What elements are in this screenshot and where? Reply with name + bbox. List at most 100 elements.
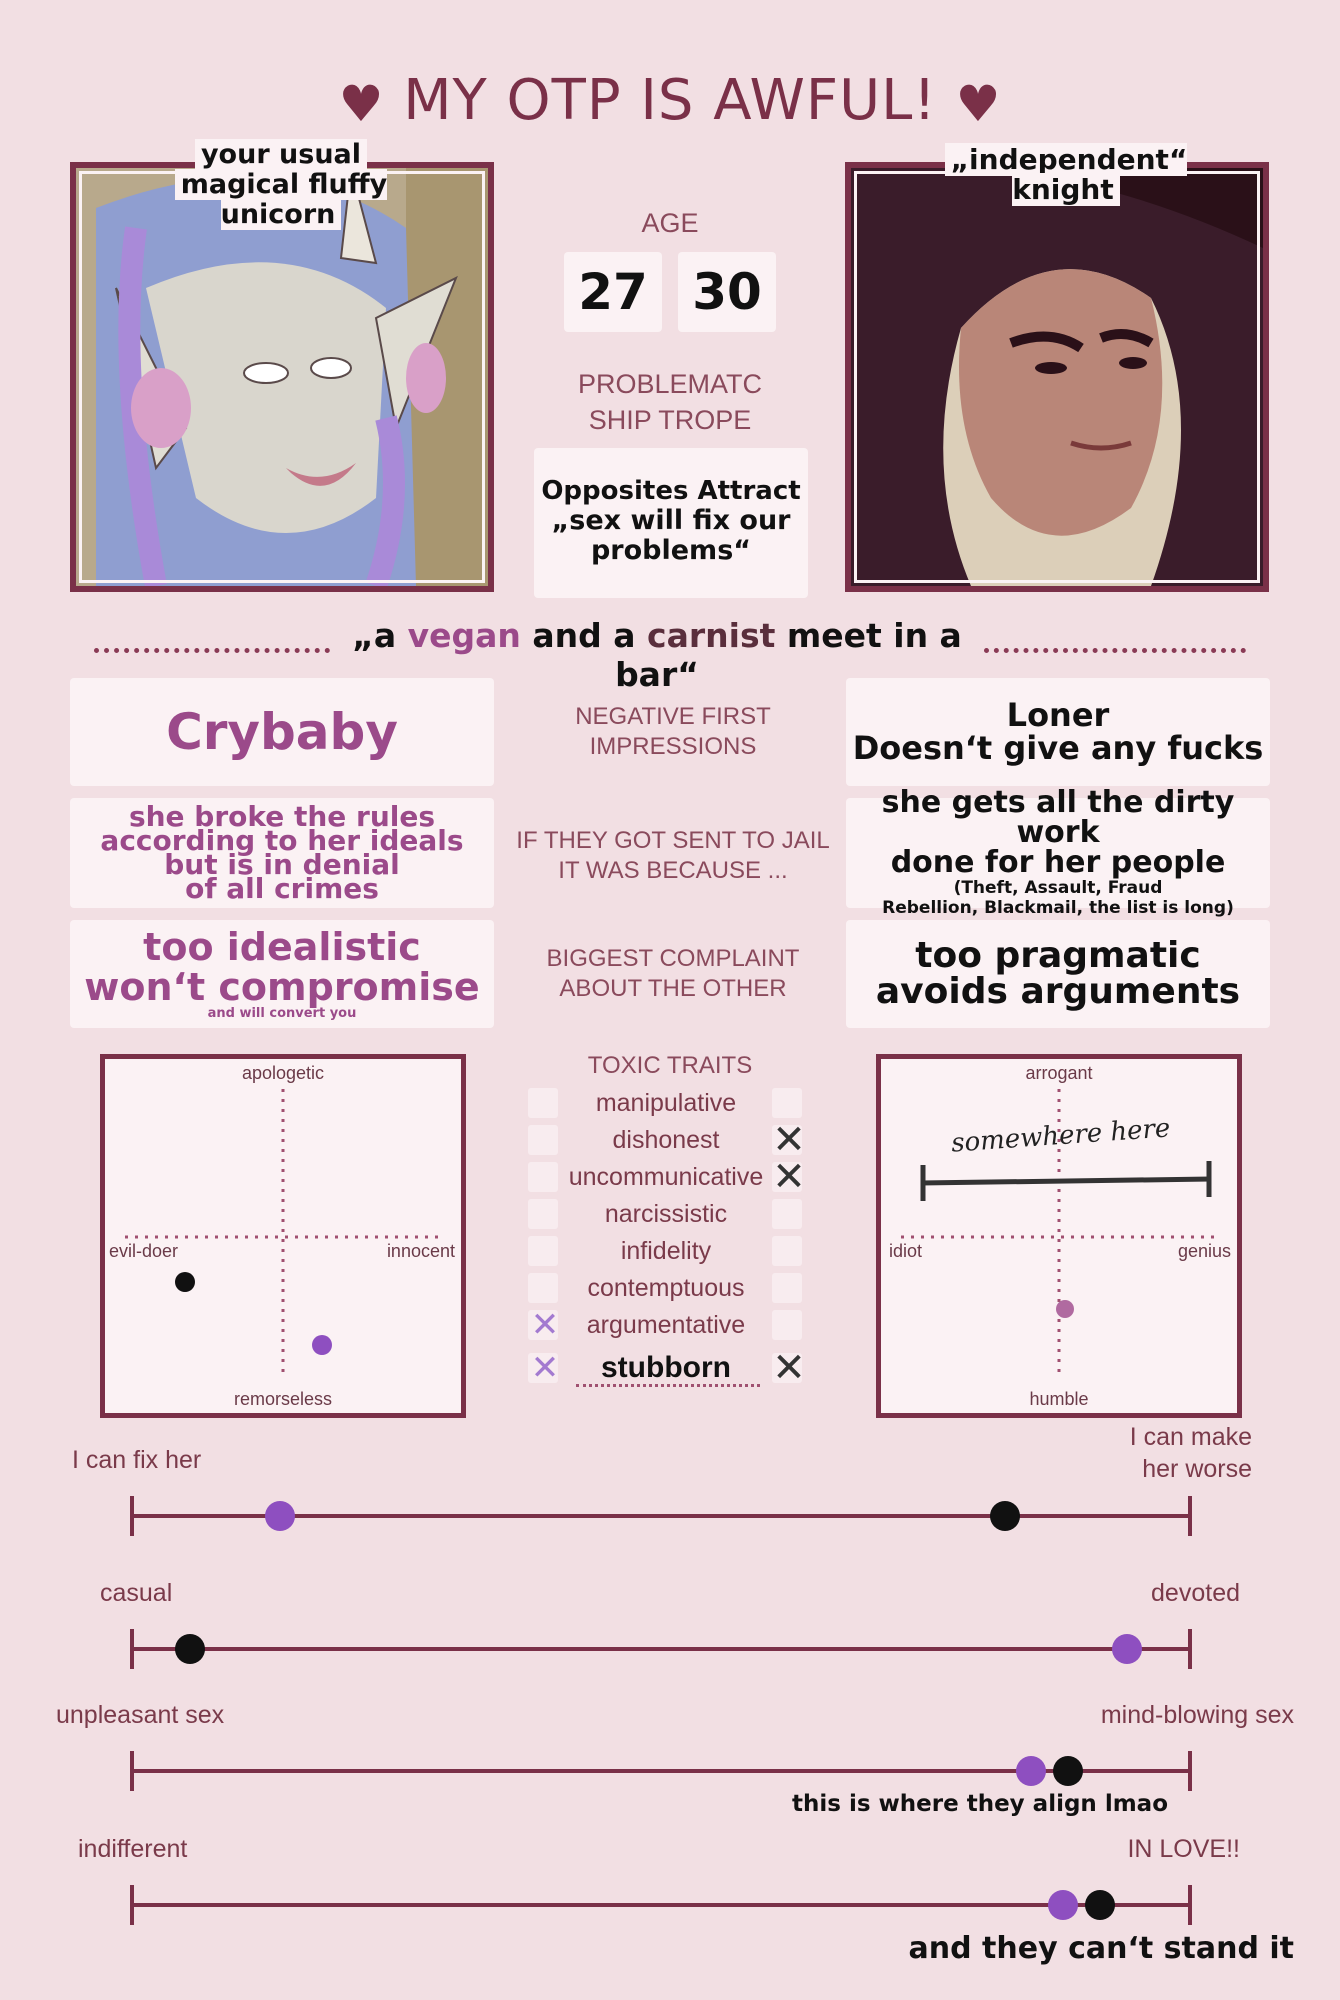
scale-left-label: indifferent [78, 1835, 188, 1863]
trait-checkbox-right[interactable]: ✕ [772, 1157, 806, 1197]
jail-right-text: she gets all the dirty work [881, 785, 1235, 850]
scale-end-tick [1188, 1751, 1192, 1791]
scale-end-tick [1188, 1885, 1192, 1925]
scale-right-label: mind-blowing sex [1100, 1701, 1294, 1729]
trope-text: Opposites Attract [541, 476, 801, 506]
jail-left-text: according to her ideals [100, 824, 464, 857]
trait-name: stubborn [601, 1351, 731, 1384]
intellect-chart: somewhere here arrogant humble idiot gen… [876, 1054, 1242, 1418]
toxic-traits-label: TOXIC TRAITS [587, 1052, 753, 1079]
trait-checkbox-left[interactable]: ✕ [528, 1351, 559, 1385]
tagline-vegan: vegan [407, 616, 521, 655]
check-mark-icon: ✕ [530, 1305, 560, 1345]
tagline-part: „a [352, 616, 408, 655]
trait-name: infidelity [620, 1237, 712, 1265]
scale-note: and they can‘t stand it [908, 1931, 1294, 1966]
black-scale-marker[interactable] [175, 1634, 206, 1664]
trait-checkbox-left[interactable] [528, 1236, 558, 1266]
trait-checkbox-right[interactable]: ✕ [772, 1348, 806, 1388]
trait-checkbox-right[interactable] [772, 1273, 802, 1303]
trait-name: uncommunicative [568, 1163, 764, 1191]
scale-right-label-line: I can make [1129, 1423, 1252, 1451]
jail-left: she broke the rules according to her ide… [70, 798, 494, 908]
purple-scale-marker[interactable] [1048, 1890, 1079, 1920]
purple-scale-marker[interactable] [1111, 1634, 1142, 1664]
morality-chart: apologetic remorseless evil-doer innocen… [100, 1054, 466, 1418]
scale-line [132, 1769, 1190, 1773]
trait-checkbox-left[interactable]: ✕ [528, 1308, 559, 1342]
row-label-jail: IF THEY GOT SENT TO JAIL IT WAS BECAUSE … [508, 826, 838, 886]
trait-name: narcissistic [604, 1200, 728, 1228]
first-impression-right-text: Doesn‘t give any fucks [852, 729, 1264, 767]
traits-underline [576, 1384, 760, 1387]
trope-box: Opposites Attract „sex will fix our prob… [534, 448, 808, 598]
trope-label: PROBLEMATC SHIP TROPE [540, 366, 800, 438]
left-character-caption: your usual magical fluffy unicorn [105, 139, 457, 230]
trait-checkbox-right[interactable] [772, 1310, 802, 1340]
scale-end-tick [130, 1885, 134, 1925]
row-label-line: NEGATIVE FIRST [575, 703, 771, 730]
purple-dot-marker [1056, 1300, 1074, 1318]
intellect-bottom-label: humble [1029, 1389, 1089, 1409]
heart-icon: ♥ [338, 74, 385, 133]
black-scale-marker[interactable] [989, 1501, 1020, 1531]
intellect-right-label: genius [1177, 1241, 1231, 1261]
scale-note: this is where they align lmao [792, 1791, 1168, 1817]
first-impression-right-text: Loner [1006, 696, 1110, 734]
trait-checkbox-left[interactable] [528, 1088, 558, 1118]
purple-scale-marker[interactable] [1016, 1756, 1047, 1786]
toxic-traits-list: manipulative dishonest ✕ uncommunicative ✕ na… [526, 1088, 808, 1388]
purple-dot-marker [312, 1335, 332, 1355]
trait-checkbox-right[interactable] [772, 1236, 802, 1266]
trait-checkbox-right[interactable] [772, 1088, 802, 1118]
row-label-line: IT WAS BECAUSE ... [558, 857, 788, 884]
complaint-right: too pragmatic avoids arguments [846, 920, 1270, 1028]
scale-line [132, 1903, 1190, 1907]
age-label: AGE [641, 208, 699, 238]
scale-left-label: unpleasant sex [56, 1701, 225, 1729]
check-mark-icon: ✕ [772, 1117, 806, 1163]
first-impression-left-text: Crybaby [166, 703, 398, 761]
trait-checkbox-left[interactable] [528, 1162, 558, 1192]
purple-scale-marker[interactable] [265, 1501, 296, 1531]
page-title: ♥ MY OTP IS AWFUL! ♥ [0, 68, 1340, 133]
complaint-right-text: avoids arguments [875, 971, 1241, 1012]
trait-name: manipulative [595, 1089, 737, 1117]
tagline: „a vegan and a carnist meet in a bar“ [330, 616, 984, 694]
complaint-left-text: too idealistic [143, 925, 421, 969]
trait-checkbox-right[interactable] [772, 1199, 802, 1229]
trait-checkbox-left[interactable] [528, 1273, 558, 1303]
check-mark-icon: ✕ [772, 1154, 806, 1200]
scale-right-label-line: her worse [1142, 1455, 1252, 1483]
morality-top-label: apologetic [241, 1063, 325, 1083]
heart-icon: ♥ [955, 74, 1002, 133]
scale-end-tick [130, 1496, 134, 1536]
jail-right-text: done for her people [890, 845, 1226, 880]
divider-right [984, 648, 1246, 653]
title-text: MY OTP IS AWFUL! [403, 68, 937, 133]
trait-checkbox-right[interactable]: ✕ [772, 1120, 806, 1160]
range-bar [920, 1176, 1212, 1186]
scale-left-label: casual [100, 1579, 173, 1607]
jail-right-small: Rebellion, Blackmail, the list is long) [882, 898, 1234, 918]
scale-line [132, 1514, 1190, 1518]
intellect-left-label: idiot [889, 1241, 923, 1261]
scale-right-label: IN LOVE!! [1127, 1835, 1240, 1863]
trope-text: „sex will fix our [551, 505, 791, 536]
tagline-part: and a [520, 616, 648, 655]
trait-checkbox-left[interactable] [528, 1199, 558, 1229]
morality-left-label: evil-doer [109, 1241, 179, 1261]
intellect-top-label: arrogant [1025, 1063, 1093, 1083]
caption-line: magical fluffy unicorn [174, 169, 388, 230]
morality-right-label: innocent [386, 1241, 455, 1261]
jail-right-small: (Theft, Assault, Fraud [953, 878, 1163, 898]
knight-portrait-illustration [851, 168, 1263, 586]
complaint-right-text: too pragmatic [915, 935, 1201, 976]
trait-name: argumentative [586, 1311, 746, 1339]
row-label-line: IMPRESSIONS [589, 733, 757, 760]
black-scale-marker[interactable] [1053, 1756, 1084, 1786]
black-scale-marker[interactable] [1085, 1890, 1116, 1920]
trait-checkbox-left[interactable] [528, 1125, 558, 1155]
row-label-complaint: BIGGEST COMPLAINT ABOUT THE OTHER [508, 944, 838, 1004]
age-left: 27 [564, 252, 662, 332]
